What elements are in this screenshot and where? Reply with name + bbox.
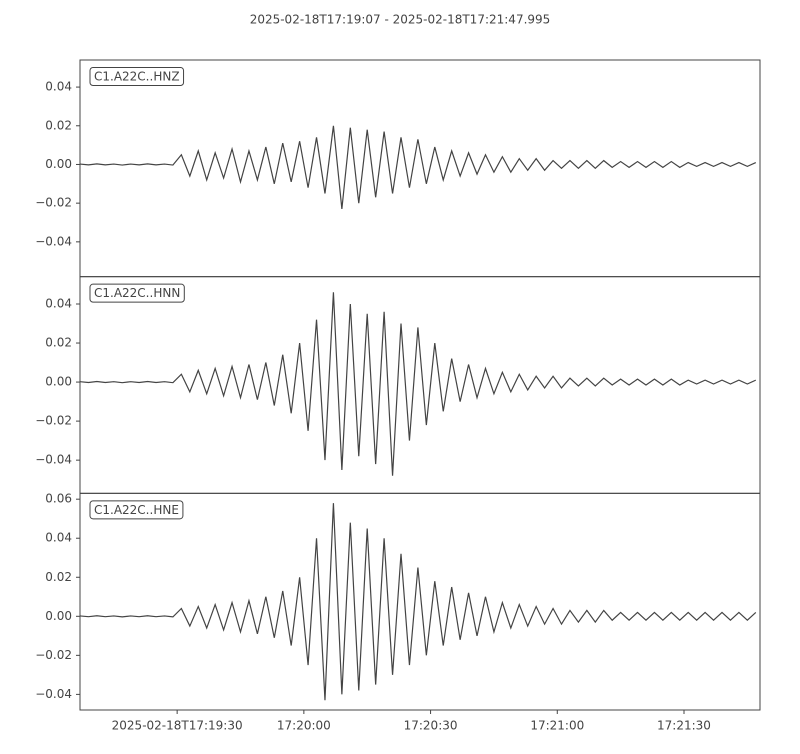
trace-label: C1.A22C..HNE xyxy=(94,503,179,517)
y-tick-label: 0.02 xyxy=(45,336,72,350)
chart-title: 2025-02-18T17:19:07 - 2025-02-18T17:21:4… xyxy=(250,13,551,27)
waveform xyxy=(79,292,757,476)
trace-label-box xyxy=(89,283,185,303)
y-tick-label: −0.02 xyxy=(35,648,72,662)
y-tick-label: 0.04 xyxy=(45,80,72,94)
y-tick-label: 0.06 xyxy=(45,492,72,506)
waveform xyxy=(79,125,757,210)
trace-label: C1.A22C..HNN xyxy=(94,286,180,300)
y-tick-label: −0.02 xyxy=(35,414,72,428)
x-tick-label: 17:20:30 xyxy=(404,719,458,733)
x-tick-label: 17:21:30 xyxy=(657,719,711,733)
waveform xyxy=(79,503,757,701)
y-tick-label: −0.04 xyxy=(35,453,72,467)
panel-frame xyxy=(79,276,761,494)
trace-label: C1.A22C..HNZ xyxy=(94,70,180,84)
x-tick-label: 17:21:00 xyxy=(530,719,584,733)
y-tick-label: 0.00 xyxy=(45,609,72,623)
panel-frame xyxy=(79,59,761,278)
x-tick-label: 17:20:00 xyxy=(277,719,331,733)
trace-label-box xyxy=(89,67,185,86)
y-tick-label: 0.04 xyxy=(45,296,72,310)
x-tick-label: 2025-02-18T17:19:30 xyxy=(112,719,243,733)
y-tick-label: 0.00 xyxy=(45,157,72,171)
panel-frame xyxy=(79,492,761,711)
y-tick-label: −0.04 xyxy=(35,234,72,248)
y-tick-label: 0.02 xyxy=(45,570,72,584)
trace-label-box xyxy=(89,500,184,520)
y-tick-label: 0.02 xyxy=(45,118,72,132)
y-tick-label: −0.04 xyxy=(35,687,72,701)
y-tick-label: 0.00 xyxy=(45,375,72,389)
y-tick-label: 0.04 xyxy=(45,531,72,545)
y-tick-label: −0.02 xyxy=(35,196,72,210)
